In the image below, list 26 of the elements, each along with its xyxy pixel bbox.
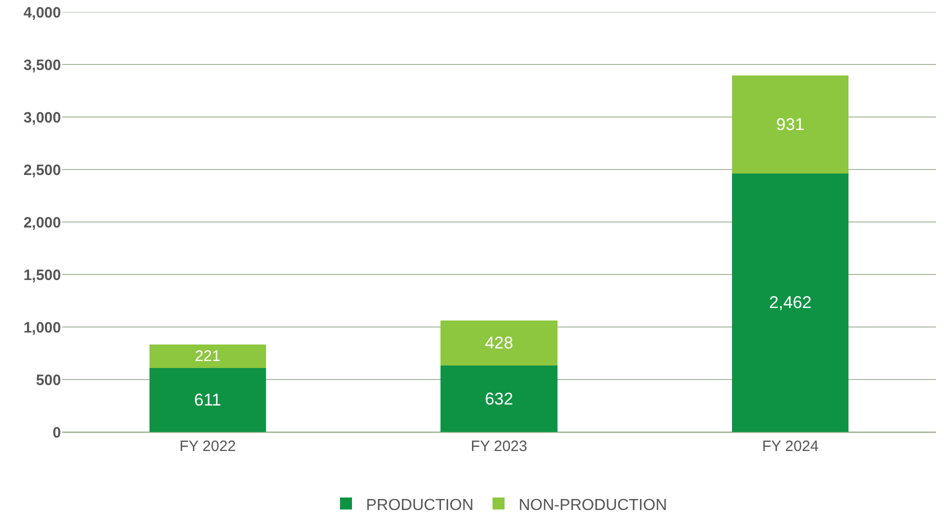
x-tick-label: FY 2022 — [179, 438, 236, 455]
data-label: 428 — [484, 334, 514, 353]
y-tick-label: 3,000 — [23, 109, 61, 126]
y-tick-label: 0 — [52, 424, 61, 442]
data-label: 632 — [484, 389, 514, 408]
x-tick-label: FY 2023 — [470, 438, 528, 455]
bar — [149, 368, 266, 432]
data-label: 221 — [194, 348, 220, 366]
y-tick-label: 1,500 — [23, 266, 61, 284]
bar — [440, 320, 558, 366]
y-tick-label: 500 — [36, 372, 61, 389]
data-label: 931 — [776, 115, 805, 134]
bar — [732, 76, 849, 174]
y-tick-label: 4,000 — [23, 4, 61, 22]
legend-label: NON-PRODUCTION — [518, 496, 667, 514]
x-tick-label: FY 2024 — [762, 438, 819, 455]
bar — [440, 366, 558, 432]
bar — [149, 344, 266, 368]
y-tick-label: 3,500 — [23, 56, 61, 74]
data-label: 2,462 — [769, 293, 812, 312]
data-label: 611 — [194, 390, 222, 410]
y-tick-label: 2,500 — [23, 162, 61, 179]
y-tick-label: 1,000 — [23, 319, 61, 336]
y-tick-label: 2,000 — [23, 214, 61, 232]
legend-label: PRODUCTION — [366, 496, 474, 514]
bar — [732, 173, 849, 432]
